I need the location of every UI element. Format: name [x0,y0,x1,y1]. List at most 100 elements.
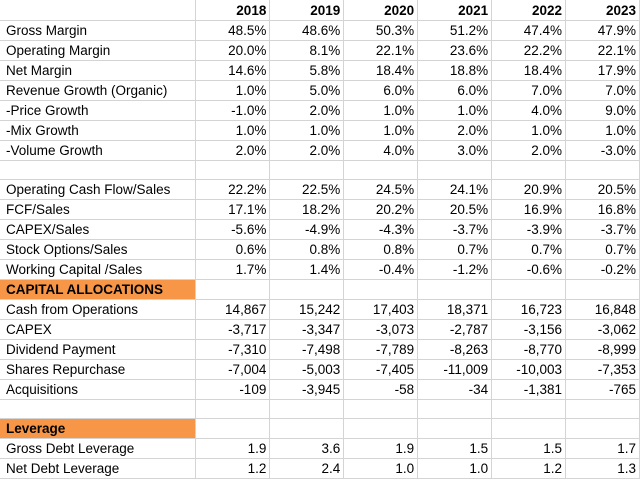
value-cell[interactable]: 50.3% [343,20,419,41]
value-cell[interactable]: 1.0% [195,120,271,141]
value-cell[interactable]: -8,263 [417,339,493,360]
value-cell[interactable]: 22.1% [343,40,419,61]
value-cell[interactable]: 1.2 [195,458,271,479]
row-label[interactable]: -Volume Growth [0,140,197,161]
value-cell[interactable]: 51.2% [417,20,493,41]
empty-cell[interactable] [269,160,345,180]
value-cell[interactable]: -34 [417,379,493,400]
value-cell[interactable]: 1.0% [269,120,345,141]
value-cell[interactable]: 48.5% [195,20,271,41]
empty-cell[interactable] [195,279,271,300]
value-cell[interactable]: 1.7% [195,259,271,280]
value-cell[interactable]: 5.8% [269,60,345,81]
value-cell[interactable]: -3.0% [565,140,640,161]
value-cell[interactable]: -3,156 [491,319,567,340]
row-label[interactable]: Dividend Payment [0,339,197,360]
value-cell[interactable]: 0.8% [343,239,419,260]
empty-cell[interactable] [195,160,271,180]
row-label[interactable]: CAPEX/Sales [0,219,197,240]
value-cell[interactable]: 17,403 [343,299,419,320]
empty-cell[interactable] [491,418,567,439]
value-cell[interactable]: 20.9% [491,179,567,200]
value-cell[interactable]: 0.7% [565,239,640,260]
value-cell[interactable]: 8.1% [269,40,345,61]
year-header-2022[interactable]: 2022 [491,0,567,21]
empty-cell[interactable] [343,160,419,180]
empty-cell[interactable] [343,399,419,419]
value-cell[interactable]: 4.0% [491,100,567,121]
empty-cell[interactable] [565,399,640,419]
empty-cell[interactable] [565,279,640,300]
value-cell[interactable]: -7,004 [195,359,271,380]
empty-cell[interactable] [565,418,640,439]
value-cell[interactable]: 2.0% [195,140,271,161]
empty-cell[interactable] [343,279,419,300]
row-label[interactable]: FCF/Sales [0,199,197,220]
empty-cell[interactable] [343,418,419,439]
value-cell[interactable]: 47.4% [491,20,567,41]
value-cell[interactable]: 22.2% [491,40,567,61]
row-label[interactable]: Net Debt Leverage [0,458,197,479]
value-cell[interactable]: 1.5 [417,438,493,459]
empty-cell[interactable] [417,279,493,300]
value-cell[interactable]: 16,848 [565,299,640,320]
value-cell[interactable]: 1.0% [565,120,640,141]
value-cell[interactable]: 1.0% [343,120,419,141]
row-label[interactable]: Working Capital /Sales [0,259,197,280]
year-header-2018[interactable]: 2018 [195,0,271,21]
value-cell[interactable]: 2.0% [269,140,345,161]
year-header-2021[interactable]: 2021 [417,0,493,21]
value-cell[interactable]: 1.0 [343,458,419,479]
value-cell[interactable]: 18.2% [269,199,345,220]
year-header-2023[interactable]: 2023 [565,0,640,21]
value-cell[interactable]: 22.2% [195,179,271,200]
value-cell[interactable]: 1.4% [269,259,345,280]
value-cell[interactable]: 6.0% [343,80,419,101]
value-cell[interactable]: -4.3% [343,219,419,240]
value-cell[interactable]: 3.6 [269,438,345,459]
value-cell[interactable]: 23.6% [417,40,493,61]
value-cell[interactable]: -7,353 [565,359,640,380]
value-cell[interactable]: -0.2% [565,259,640,280]
value-cell[interactable]: -3.9% [491,219,567,240]
value-cell[interactable]: 16,723 [491,299,567,320]
value-cell[interactable]: -3,945 [269,379,345,400]
value-cell[interactable]: -3,073 [343,319,419,340]
value-cell[interactable]: 1.0 [417,458,493,479]
value-cell[interactable]: 0.7% [417,239,493,260]
empty-cell[interactable] [491,160,567,180]
section-title[interactable]: CAPITAL ALLOCATIONS [0,279,197,300]
value-cell[interactable]: 3.0% [417,140,493,161]
empty-cell[interactable] [195,418,271,439]
value-cell[interactable]: 0.8% [269,239,345,260]
value-cell[interactable]: 1.3 [565,458,640,479]
value-cell[interactable]: 20.5% [565,179,640,200]
row-label[interactable]: Acquisitions [0,379,197,400]
value-cell[interactable]: 47.9% [565,20,640,41]
value-cell[interactable]: -7,405 [343,359,419,380]
value-cell[interactable]: 15,242 [269,299,345,320]
empty-cell[interactable] [195,399,271,419]
empty-cell[interactable] [565,160,640,180]
value-cell[interactable]: 24.1% [417,179,493,200]
value-cell[interactable]: -1.0% [195,100,271,121]
value-cell[interactable]: -8,999 [565,339,640,360]
empty-cell[interactable] [269,279,345,300]
value-cell[interactable]: 1.0% [491,120,567,141]
value-cell[interactable]: 48.6% [269,20,345,41]
header-corner-cell[interactable] [0,0,197,21]
value-cell[interactable]: -3,717 [195,319,271,340]
value-cell[interactable]: 14,867 [195,299,271,320]
year-header-2019[interactable]: 2019 [269,0,345,21]
year-header-2020[interactable]: 2020 [343,0,419,21]
value-cell[interactable]: -0.4% [343,259,419,280]
value-cell[interactable]: 2.0% [417,120,493,141]
value-cell[interactable]: -7,789 [343,339,419,360]
value-cell[interactable]: -5,003 [269,359,345,380]
value-cell[interactable]: 0.7% [491,239,567,260]
value-cell[interactable]: 17.1% [195,199,271,220]
empty-cell[interactable] [269,399,345,419]
value-cell[interactable]: -1,381 [491,379,567,400]
row-label[interactable]: Stock Options/Sales [0,239,197,260]
section-title[interactable]: Leverage [0,418,197,439]
